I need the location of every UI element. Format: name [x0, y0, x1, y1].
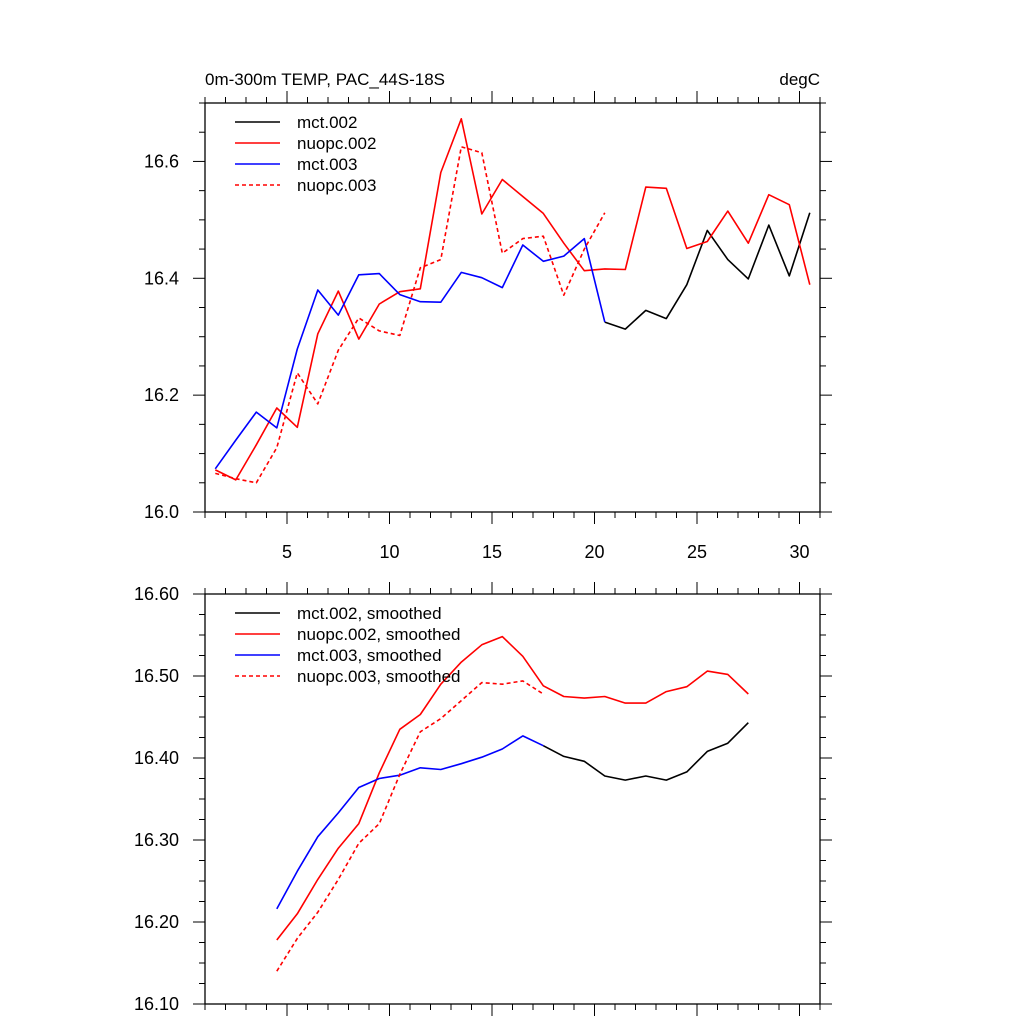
legend-label: nuopc.003 [297, 176, 376, 195]
units-label: degC [779, 70, 820, 89]
chart-panel-1: 5 10 15 20 25 30 16.0 16.2 16.4 16.6 0m-300m TEMP,… [144, 70, 832, 562]
legend-label: nuopc.002, smoothed [297, 625, 461, 644]
y-tick-label: 16.40 [134, 748, 179, 768]
series-line-nuopc-002-smoothed [276, 635, 749, 941]
x-tick-label: 25 [687, 542, 707, 562]
y-tick-label: 16.6 [144, 151, 179, 171]
y-tick-label: 16.10 [134, 994, 179, 1014]
y-tick-label: 16.2 [144, 385, 179, 405]
y-tick-label: 16.4 [144, 268, 179, 288]
x-tick-label: 30 [789, 542, 809, 562]
legend-label: mct.003, smoothed [297, 646, 442, 665]
y-tick-label: 16.0 [144, 502, 179, 522]
series-line-mct-002 [604, 212, 811, 330]
x-tick-label: 20 [584, 542, 604, 562]
x-tick-label: 15 [482, 542, 502, 562]
legend: mct.002 nuopc.002 mct.003 nuopc.003 [235, 113, 376, 195]
chart-title: 0m-300m TEMP, PAC_44S-18S [205, 70, 445, 89]
series-line-nuopc-003-smoothed [276, 680, 544, 972]
legend: mct.002, smoothed nuopc.002, smoothed mct.… [235, 604, 461, 686]
series-line-mct-003-smoothed [276, 735, 544, 910]
y-tick-label: 16.30 [134, 830, 179, 850]
legend-label: nuopc.002 [297, 134, 376, 153]
y-tick-label: 16.50 [134, 666, 179, 686]
chart-panel-2: 16.10 16.20 16.30 16.40 16.50 16.60 mct.002, s… [134, 582, 832, 1016]
series-line-nuopc-003 [215, 146, 606, 484]
series-line-mct-002-smoothed [542, 722, 749, 781]
legend-label: mct.002 [297, 113, 357, 132]
y-tick-label: 16.60 [134, 584, 179, 604]
legend-label: mct.002, smoothed [297, 604, 442, 623]
x-tick-label: 5 [282, 542, 292, 562]
series-line-nuopc-002 [214, 118, 811, 481]
legend-label: mct.003 [297, 155, 357, 174]
series-line-mct-003 [214, 237, 606, 470]
x-tick-label: 10 [379, 542, 399, 562]
y-tick-label: 16.20 [134, 912, 179, 932]
legend-label: nuopc.003, smoothed [297, 667, 461, 686]
